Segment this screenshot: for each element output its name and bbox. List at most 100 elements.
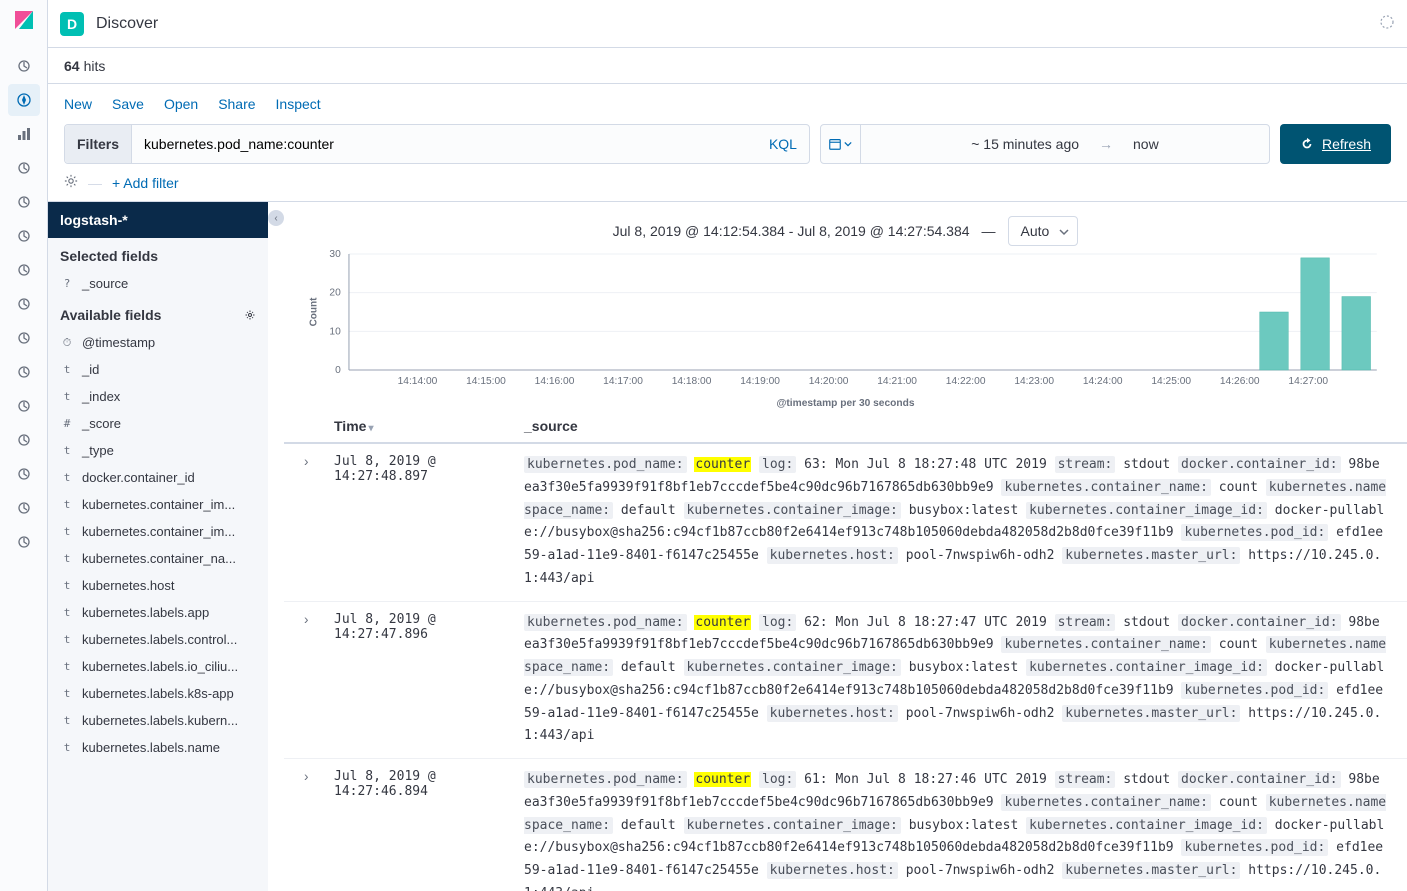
app-title: Discover [96,15,158,33]
query-bar: Filters KQL [64,124,810,164]
histogram-chart[interactable]: 010203014:14:0014:15:0014:16:0014:17:001… [284,250,1407,410]
calendar-icon[interactable] [821,125,861,163]
table-row: ›Jul 8, 2019 @ 14:27:46.894kubernetes.po… [284,759,1407,891]
field-kubernetes-container-im---[interactable]: tkubernetes.container_im... [48,491,268,518]
field-kubernetes-host[interactable]: tkubernetes.host [48,572,268,599]
doc-source: kubernetes.pod_name: counter log: 63: Mo… [524,454,1387,591]
new-button[interactable]: New [64,96,92,112]
field--score[interactable]: #_score [48,410,268,437]
field-docker-container-id[interactable]: tdocker.container_id [48,464,268,491]
inspect-button[interactable]: Inspect [276,96,321,112]
hits-label: hits [84,58,106,74]
query-input[interactable] [132,136,757,152]
open-button[interactable]: Open [164,96,198,112]
chevron-down-icon [844,140,852,148]
doc-timestamp: Jul 8, 2019 @ 14:27:48.897 [334,454,524,591]
svg-text:14:21:00: 14:21:00 [877,376,917,387]
refresh-button[interactable]: Refresh [1280,124,1391,164]
doc-source: kubernetes.pod_name: counter log: 61: Mo… [524,769,1387,891]
gear-icon[interactable] [244,309,256,321]
topbar: D Discover [48,0,1407,48]
bar-chart-icon[interactable] [8,118,40,150]
field--source[interactable]: ?_source [48,270,268,297]
svg-text:14:18:00: 14:18:00 [672,376,712,387]
save-button[interactable]: Save [112,96,144,112]
filters-label: Filters [65,125,132,163]
column-header-time[interactable]: Time▾ [334,418,524,434]
svg-text:14:24:00: 14:24:00 [1083,376,1123,387]
uptime-icon[interactable] [8,390,40,422]
expand-row-icon[interactable]: › [304,612,334,749]
refresh-icon [1300,137,1314,151]
infra-icon[interactable] [8,288,40,320]
fullscreen-icon[interactable] [1379,14,1395,33]
share-button[interactable]: Share [218,96,255,112]
doc-timestamp: Jul 8, 2019 @ 14:27:46.894 [334,769,524,891]
chevron-down-icon [1059,227,1069,237]
svg-text:14:22:00: 14:22:00 [946,376,986,387]
compass-icon[interactable] [8,84,40,116]
logs-icon[interactable] [8,322,40,354]
map-icon[interactable] [8,220,40,252]
selected-fields-header: Selected fields [48,238,268,270]
svg-text:Count: Count [308,297,319,326]
svg-text:14:26:00: 14:26:00 [1220,376,1260,387]
field--id[interactable]: t_id [48,356,268,383]
doc-source: kubernetes.pod_name: counter log: 62: Mo… [524,612,1387,749]
svg-text:14:17:00: 14:17:00 [603,376,643,387]
field-kubernetes-labels-k8s-app[interactable]: tkubernetes.labels.k8s-app [48,680,268,707]
svg-text:0: 0 [335,365,341,376]
kibana-logo-icon[interactable] [12,8,36,32]
svg-text:14:16:00: 14:16:00 [535,376,575,387]
monitor-icon[interactable] [8,458,40,490]
management-icon[interactable] [8,492,40,524]
nav-rail [0,0,48,891]
timepicker[interactable]: ~ 15 minutes ago → now [820,124,1270,164]
clock-icon[interactable] [8,50,40,82]
expand-row-icon[interactable]: › [304,454,334,591]
field-kubernetes-labels-control---[interactable]: tkubernetes.labels.control... [48,626,268,653]
siem-icon[interactable] [8,424,40,456]
expand-row-icon[interactable]: › [304,769,334,891]
available-fields-header: Available fields [48,297,268,329]
field-kubernetes-container-na---[interactable]: tkubernetes.container_na... [48,545,268,572]
chart-time-range: Jul 8, 2019 @ 14:12:54.384 - Jul 8, 2019… [613,223,970,239]
filter-settings-icon[interactable] [64,174,78,191]
interval-select[interactable]: Auto [1008,216,1079,246]
svg-text:14:27:00: 14:27:00 [1288,376,1328,387]
svg-text:14:23:00: 14:23:00 [1014,376,1054,387]
svg-text:30: 30 [329,250,341,260]
svg-text:14:25:00: 14:25:00 [1151,376,1191,387]
svg-text:20: 20 [329,288,341,299]
table-row: ›Jul 8, 2019 @ 14:27:48.897kubernetes.po… [284,444,1407,602]
chart-dash: — [982,223,996,239]
index-pattern-selector[interactable]: logstash-* [48,202,268,238]
hits-count: 64 [64,58,80,74]
action-bar: New Save Open Share Inspect [48,84,1407,124]
collapse-sidebar-button[interactable]: ‹ [268,202,284,891]
apm-icon[interactable] [8,356,40,388]
field-kubernetes-labels-io-ciliu---[interactable]: tkubernetes.labels.io_ciliu... [48,653,268,680]
field-kubernetes-labels-name[interactable]: tkubernetes.labels.name [48,734,268,761]
column-header-source[interactable]: _source [524,418,1387,434]
app-badge: D [60,12,84,36]
field--timestamp[interactable]: ⏱@timestamp [48,329,268,356]
field-kubernetes-labels-kubern---[interactable]: tkubernetes.labels.kubern... [48,707,268,734]
timepicker-to: now [1133,136,1159,152]
svg-text:10: 10 [329,326,341,337]
hits-bar: 64 hits [48,48,1407,84]
timepicker-from: ~ 15 minutes ago [971,136,1079,152]
field-kubernetes-container-im---[interactable]: tkubernetes.container_im... [48,518,268,545]
field--index[interactable]: t_index [48,383,268,410]
field--type[interactable]: t_type [48,437,268,464]
add-filter-button[interactable]: + Add filter [112,175,179,191]
ml-icon[interactable] [8,254,40,286]
query-language-toggle[interactable]: KQL [757,136,809,152]
timelion-icon[interactable] [8,186,40,218]
svg-text:14:19:00: 14:19:00 [740,376,780,387]
dashboard-icon[interactable] [8,152,40,184]
svg-text:14:14:00: 14:14:00 [398,376,438,387]
doc-timestamp: Jul 8, 2019 @ 14:27:47.896 [334,612,524,749]
dev-icon[interactable] [8,526,40,558]
field-kubernetes-labels-app[interactable]: tkubernetes.labels.app [48,599,268,626]
